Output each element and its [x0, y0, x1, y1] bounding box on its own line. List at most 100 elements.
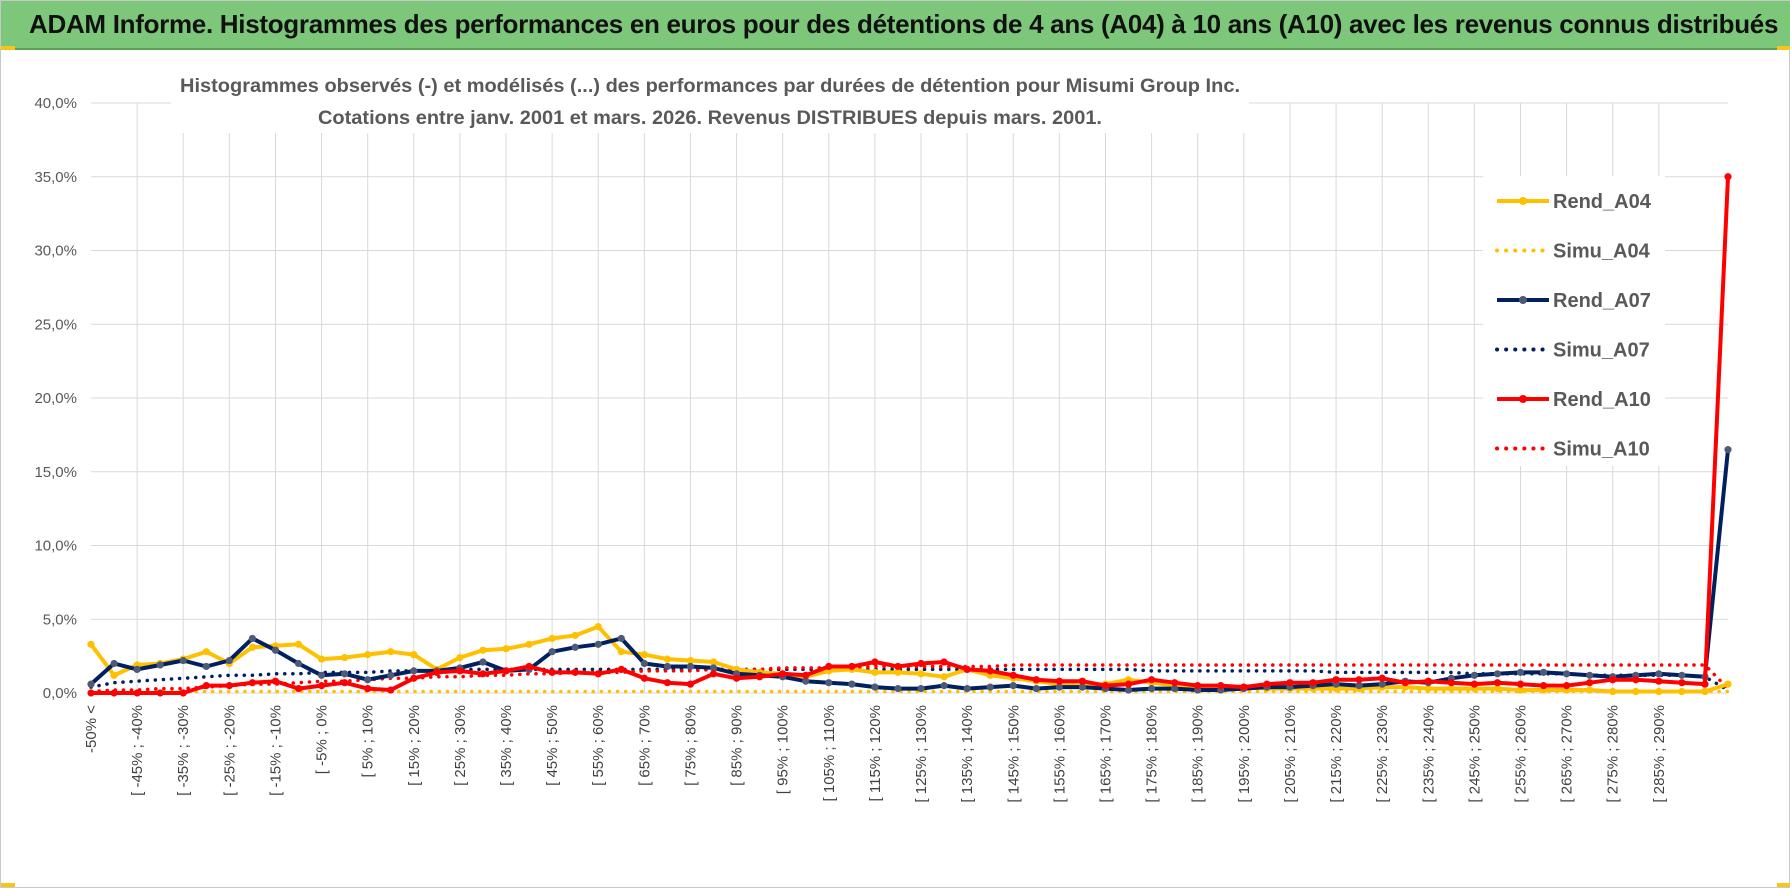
rend-a10-point: [1217, 682, 1225, 690]
rend-a10-point: [940, 658, 948, 666]
x-tick-label: [ 65% ; 70%: [636, 705, 653, 786]
page-title: ADAM Informe. Histogrammes des performan…: [29, 9, 1779, 39]
rend-a10-point: [87, 689, 95, 697]
rend-a04-point: [248, 643, 256, 651]
x-tick-label: [ 265% ; 270%: [1559, 705, 1576, 803]
rend-a04-point: [456, 654, 464, 662]
rend-a10-point: [1493, 679, 1502, 687]
rend-a10-point: [456, 667, 464, 675]
rend-a10-point: [1701, 680, 1709, 688]
rend-a10-point: [1101, 682, 1110, 690]
x-tick-label: [ 35% ; 40%: [498, 705, 515, 786]
rend-a07-point: [802, 677, 810, 685]
legend-marker: [1519, 395, 1527, 403]
rend-a04-point: [1447, 684, 1455, 693]
rend-a10-point: [1678, 679, 1686, 687]
x-tick-label: [ 155% ; 160%: [1051, 705, 1068, 803]
rend-a10-point: [1355, 676, 1363, 684]
rend-a07-point: [1586, 671, 1594, 679]
rend-a07-point: [1355, 682, 1363, 690]
rend-a10-point: [433, 668, 441, 676]
x-tick-label: [ 5% ; 10%: [360, 705, 377, 778]
rend-a07-point: [317, 671, 326, 679]
rend-a07-point: [825, 679, 833, 687]
rend-a10-point: [917, 659, 925, 668]
x-tick-label: [ 195% ; 200%: [1236, 705, 1253, 803]
rend-a07-point: [917, 684, 925, 693]
y-tick-label: 0,0%: [43, 685, 77, 702]
chart-title: Histogrammes observés (-) et modélisés (…: [180, 76, 1240, 97]
corner-accent: [1777, 883, 1790, 887]
rend-a10-point: [410, 674, 418, 682]
x-tick-label: [ 225% ; 230%: [1374, 705, 1391, 803]
rend-a10-point: [894, 662, 902, 671]
rend-a07-point: [341, 670, 349, 678]
x-tick-label: [ 165% ; 170%: [1097, 705, 1114, 803]
x-tick-label: -50% <: [83, 705, 100, 753]
x-tick-label: [ 185% ; 190%: [1190, 705, 1207, 803]
rend-a07-point: [548, 648, 556, 656]
rend-a10-point: [1378, 674, 1386, 682]
x-tick-label: [ -45% ; -40%: [129, 705, 146, 796]
x-tick-label: [ 45% ; 50%: [544, 705, 561, 786]
x-tick-label: [ 75% ; 80%: [682, 705, 699, 786]
rend-a07-point: [1678, 671, 1686, 679]
x-tick-label: [ 235% ; 240%: [1420, 705, 1437, 803]
rend-a04-point: [871, 668, 879, 676]
rend-a04-point: [709, 658, 718, 666]
legend-label: Rend_A07: [1553, 290, 1651, 312]
rend-a07-point: [294, 659, 303, 668]
rend-a10-point: [1632, 676, 1640, 684]
rend-a10-point: [1124, 680, 1133, 688]
rend-a10-point: [225, 682, 233, 690]
x-tick-label: [ 105% ; 110%: [821, 705, 838, 801]
x-tick-label: [ 275% ; 280%: [1605, 705, 1622, 803]
y-tick-label: 30,0%: [34, 243, 77, 260]
rend-a04-point: [479, 646, 487, 654]
rend-a10-point: [617, 665, 625, 674]
rend-a04-point: [1493, 684, 1502, 693]
rend-a07-point: [871, 683, 879, 691]
rend-a10-point: [1147, 676, 1156, 684]
x-tick-label: [ -25% ; -20%: [221, 705, 238, 796]
rend-a10-point: [248, 679, 256, 687]
rend-a07-point: [1470, 671, 1478, 679]
rend-a10-point: [594, 670, 602, 678]
y-tick-label: 20,0%: [34, 390, 77, 407]
rend-a10-point: [1332, 676, 1340, 684]
rend-a10-point: [317, 682, 326, 690]
x-tick-label: [ 85% ; 90%: [729, 705, 746, 786]
rend-a04-point: [317, 655, 326, 663]
x-tick-label: [ 95% ; 100%: [775, 705, 792, 794]
rend-a07-point: [179, 656, 187, 665]
rend-a10-point: [663, 679, 672, 687]
rend-a10-point: [202, 682, 210, 690]
rend-a04-point: [617, 648, 625, 656]
rend-a10-point: [1539, 682, 1548, 690]
rend-a07-point: [848, 680, 856, 688]
rend-a07-point: [225, 656, 233, 665]
rend-a07-point: [1147, 684, 1156, 693]
rend-a10-point: [1655, 677, 1663, 685]
rend-a07-point: [1493, 670, 1502, 678]
rend-a10-point: [1563, 682, 1571, 690]
rend-a07-point: [156, 661, 164, 669]
rend-a10-point: [640, 674, 648, 682]
rend-a10-point: [387, 686, 395, 694]
rend-a07-point: [1171, 684, 1179, 693]
rend-a10-point: [825, 662, 833, 671]
x-tick-label: [ 15% ; 20%: [406, 705, 423, 786]
rend-a10-point: [1171, 679, 1179, 687]
x-tick-label: [ 285% ; 290%: [1651, 705, 1668, 803]
rend-a10-point: [1516, 680, 1525, 688]
rend-a10-point: [1078, 677, 1087, 685]
rend-a07-point: [87, 680, 95, 688]
rend-a10-point: [986, 667, 994, 675]
y-tick-label: 15,0%: [34, 464, 77, 481]
rend-a04-point: [594, 623, 602, 631]
rend-a10-point: [732, 674, 741, 682]
rend-a07-point: [686, 662, 695, 671]
rend-a04-point: [525, 640, 533, 648]
x-tick-label: [ 205% ; 210%: [1282, 705, 1299, 803]
